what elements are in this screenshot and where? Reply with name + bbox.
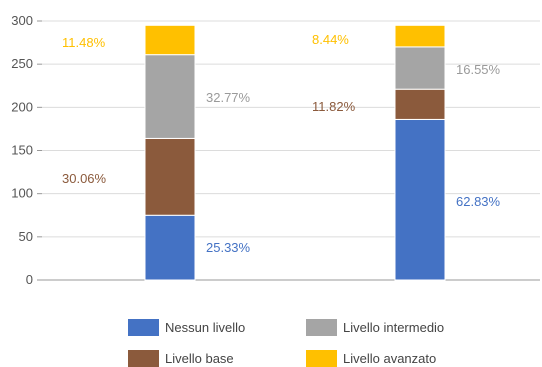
y-tick-label: 150 [11,143,33,158]
bar-segment[interactable] [144,214,196,281]
legend-label: Nessun livello [165,319,246,335]
data-label: 25.33% [206,240,251,255]
y-tick-label: 250 [11,56,33,71]
legend-item-nessun-livello[interactable]: Nessun livello [128,318,306,336]
data-label: 8.44% [312,32,349,47]
bar-segment[interactable] [394,118,446,281]
legend-item-livello-avanzato[interactable]: Livello avanzato [306,349,466,367]
y-tick-label: 100 [11,186,33,201]
data-label: 11.48% [62,35,106,50]
legend-swatch [306,349,337,367]
legend-label: Livello base [165,350,234,366]
bar-segment[interactable] [394,24,446,48]
y-tick-label: 300 [11,13,33,28]
data-label: 30.06% [62,171,107,186]
y-tick-label: 200 [11,99,33,114]
legend-item-livello-intermedio[interactable]: Livello intermedio [306,318,466,336]
legend-swatch [128,349,159,367]
legend-swatch [128,318,159,336]
legend-item-livello-base[interactable]: Livello base [128,349,306,367]
bar-segment[interactable] [144,137,196,216]
y-tick-label: 0 [26,272,33,287]
bars [144,24,446,281]
legend-label: Livello intermedio [343,319,445,335]
legend-swatch [306,318,337,336]
gridlines [42,20,540,281]
stacked-bar-chart: 0 50 100 150 200 250 300 25.33% 30.06% 32.77% 11.… [11,13,540,287]
data-label: 32.77% [206,90,251,105]
data-label: 11.82% [312,99,356,114]
legend: Nessun livello Livello intermedio Livell… [128,318,458,367]
data-labels: 25.33% 30.06% 32.77% 11.48% 62.83% 11.82% 16.5… [62,32,501,255]
data-label: 62.83% [456,194,501,209]
legend-label: Livello avanzato [343,350,437,366]
y-axis: 0 50 100 150 200 250 300 [11,13,42,287]
bar-segment[interactable] [394,88,446,120]
bar-segment[interactable] [394,46,446,90]
data-label: 16.55% [456,62,501,77]
y-tick-label: 50 [19,229,33,244]
bar-segment[interactable] [144,54,196,139]
bar-segment[interactable] [144,24,196,56]
